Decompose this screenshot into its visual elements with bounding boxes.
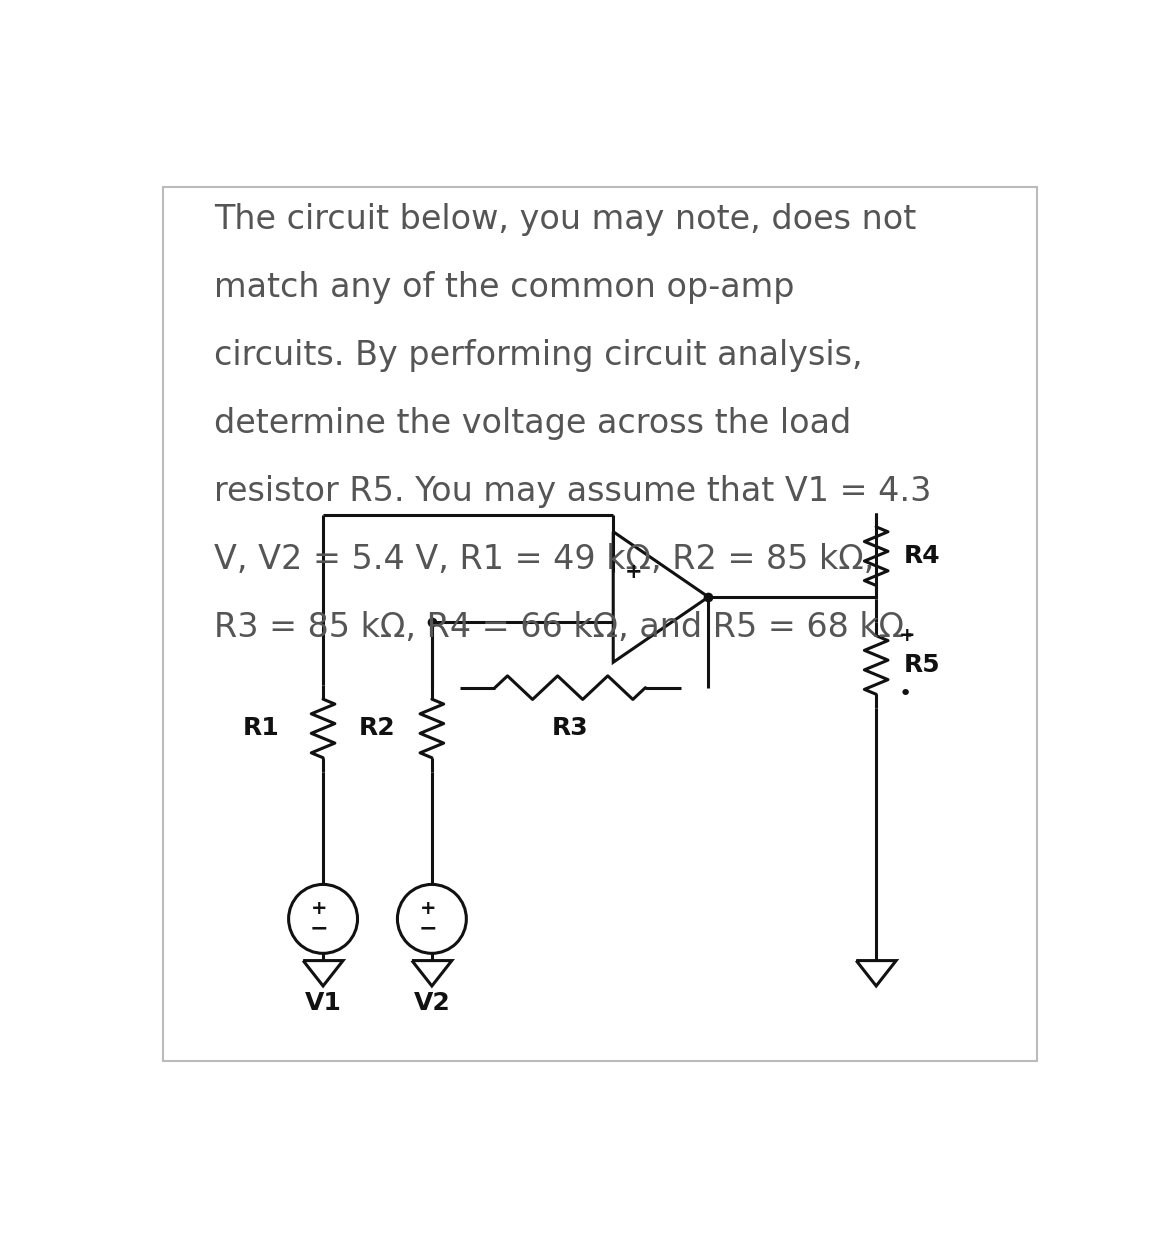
FancyBboxPatch shape [163, 187, 1037, 1062]
Text: R2: R2 [359, 717, 395, 740]
Text: determine the voltage across the load: determine the voltage across the load [214, 407, 852, 440]
Text: match any of the common op-amp: match any of the common op-amp [214, 271, 794, 304]
Text: −: − [419, 918, 438, 939]
Text: •: • [899, 684, 913, 703]
Text: −: − [310, 918, 329, 939]
Text: R1: R1 [243, 717, 280, 740]
Text: +: + [899, 627, 915, 645]
Text: resistor R5. You may assume that V1 = 4.3: resistor R5. You may assume that V1 = 4.… [214, 475, 931, 508]
Text: R4: R4 [903, 544, 940, 569]
Text: The circuit below, you may note, does not: The circuit below, you may note, does no… [214, 203, 916, 236]
Text: circuits. By performing circuit analysis,: circuits. By performing circuit analysis… [214, 339, 863, 372]
Text: +: + [311, 900, 328, 918]
Text: +: + [420, 900, 436, 918]
Text: V1: V1 [304, 991, 342, 1015]
Text: R3 = 85 kΩ, R4 = 66 kΩ, and R5 = 68 kΩ.: R3 = 85 kΩ, R4 = 66 kΩ, and R5 = 68 kΩ. [214, 611, 915, 644]
Text: V2: V2 [413, 991, 450, 1015]
Text: +: + [625, 562, 642, 582]
Text: V, V2 = 5.4 V, R1 = 49 kΩ, R2 = 85 kΩ,: V, V2 = 5.4 V, R1 = 49 kΩ, R2 = 85 kΩ, [214, 543, 875, 576]
Text: R3: R3 [552, 717, 589, 740]
Text: R5: R5 [903, 653, 940, 677]
